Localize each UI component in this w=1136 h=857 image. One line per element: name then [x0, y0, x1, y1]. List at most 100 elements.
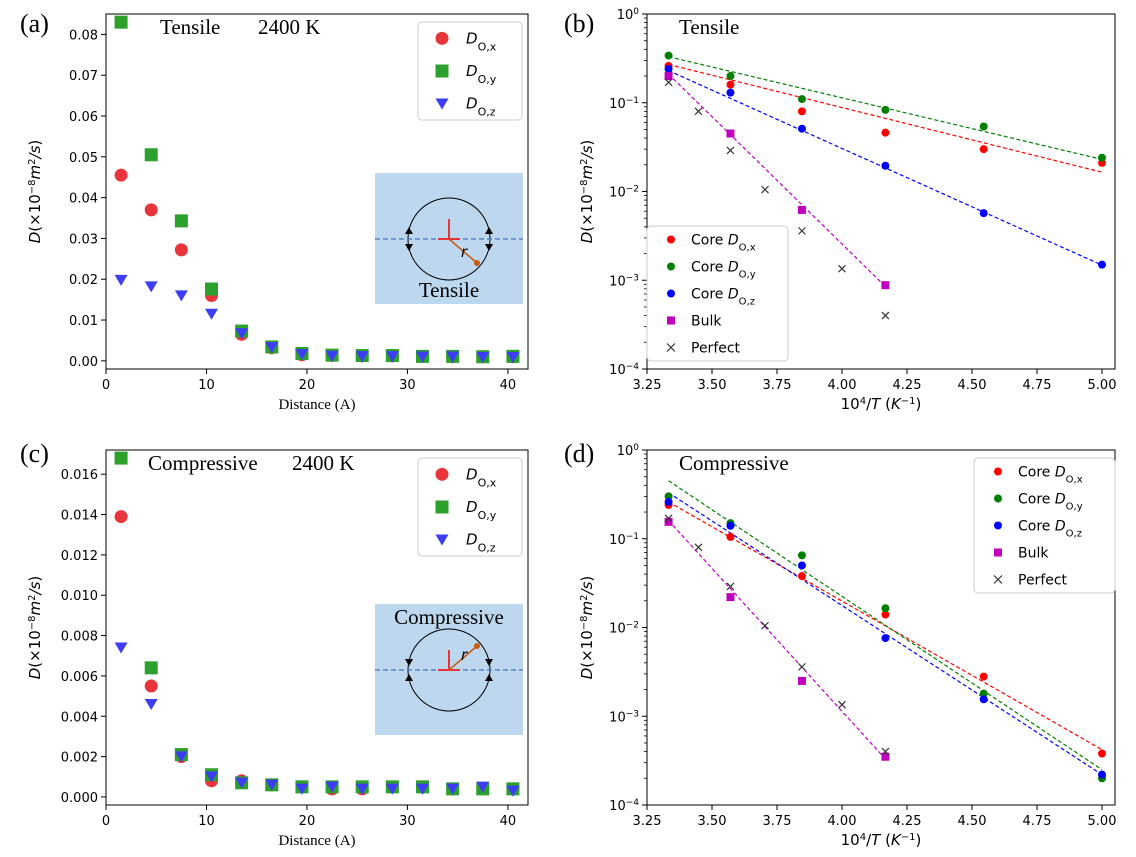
- y-axis-label: D(×10−8m2/s): [578, 576, 596, 680]
- y-label-part: s: [578, 145, 596, 153]
- data-point: [726, 88, 735, 97]
- y-tick-label: 10−2: [609, 621, 639, 637]
- data-point: [726, 521, 735, 530]
- y-tick-exponent: −4: [626, 798, 640, 808]
- y-tick-base: 10: [609, 799, 626, 814]
- data-point: [881, 311, 890, 320]
- x-label-part: /: [866, 831, 872, 849]
- y-tick-base: 10: [617, 444, 634, 459]
- y-label-part: m: [26, 165, 44, 180]
- y-label-part: −8: [27, 179, 38, 194]
- data-point: [694, 543, 703, 552]
- y-axis-label: D(×10−8m2/s): [578, 140, 596, 244]
- fit-line-core-d-o-y: [668, 480, 1103, 771]
- data-point: [726, 593, 735, 602]
- y-label-part: −8: [579, 615, 590, 630]
- legend-marker: [667, 289, 675, 298]
- x-tick-label: 4.25: [893, 814, 922, 829]
- data-point: [797, 572, 806, 581]
- data-point: [798, 662, 806, 671]
- data-point: [664, 497, 673, 506]
- y-label-part: (×10: [26, 630, 44, 668]
- legend-marker: [435, 500, 449, 514]
- panel-annotation: Compressive: [679, 451, 789, 475]
- legend-subscript: O,x: [478, 40, 497, 53]
- x-tick-label: 4.00: [828, 378, 857, 393]
- panel-label: (c): [20, 439, 49, 468]
- legend-subscript: O,z: [478, 541, 496, 554]
- y-tick-exponent: −3: [626, 273, 639, 283]
- inset-arrow: [405, 659, 413, 666]
- legend-marker: [667, 262, 675, 271]
- x-tick-label: 0: [102, 814, 110, 829]
- inset-label: Compressive: [394, 605, 504, 629]
- y-tick-label: 10−1: [609, 96, 639, 112]
- legend-subscript: O,z: [739, 296, 755, 307]
- x-label-part: ): [916, 831, 922, 849]
- x-tick-label: 10: [198, 378, 215, 393]
- data-point: [797, 551, 806, 560]
- y-tick-base: 10: [609, 710, 626, 725]
- y-tick-label: 10−3: [609, 709, 639, 725]
- data-point: [881, 634, 890, 643]
- y-label-part: /: [26, 587, 44, 596]
- data-point: [416, 783, 429, 795]
- data-point: [506, 785, 520, 797]
- data-point: [664, 514, 673, 523]
- data-point: [797, 124, 806, 133]
- legend-label: Core DO,y: [691, 260, 756, 281]
- x-label-part: (: [880, 831, 891, 849]
- legend-box: [973, 457, 1116, 594]
- data-point: [385, 351, 399, 363]
- legend-label: DO,y: [466, 62, 497, 86]
- y-label-part: 2: [27, 158, 38, 164]
- fit-line-core-d-o-x: [668, 63, 1103, 173]
- x-tick-label: 0: [102, 378, 110, 393]
- data-point: [881, 610, 890, 619]
- y-label-part: 2: [579, 158, 590, 164]
- legend-subscript: O,y: [478, 73, 497, 86]
- data-point: [979, 672, 988, 681]
- x-tick-label: 4.00: [828, 814, 857, 829]
- data-point: [385, 783, 399, 795]
- data-point: [664, 78, 673, 87]
- data-point: [325, 350, 339, 362]
- legend-label: Core DO,z: [1018, 519, 1082, 540]
- y-tick-label: 0.04: [69, 192, 98, 207]
- x-label-part: T: [871, 395, 882, 413]
- data-point: [114, 451, 128, 465]
- y-tick-label: 10−1: [609, 532, 639, 548]
- data-point: [416, 351, 429, 363]
- legend-label: Core DO,z: [691, 287, 755, 308]
- data-point: [797, 95, 806, 104]
- data-point: [114, 15, 128, 29]
- y-tick-base: 10: [609, 274, 626, 289]
- panel-temperature: 2400 K: [258, 15, 320, 39]
- legend-box: [646, 225, 789, 362]
- data-point: [881, 281, 890, 290]
- data-point: [144, 661, 158, 675]
- legend-label: Core DO,y: [1018, 492, 1083, 513]
- x-tick-label: 4.50: [958, 378, 987, 393]
- x-label-part: −1: [901, 396, 916, 407]
- legend-prefix: Core: [1018, 465, 1055, 481]
- legend-label: Bulk: [1018, 546, 1049, 562]
- legend-subscript: O,x: [739, 242, 756, 253]
- data-point: [144, 698, 158, 710]
- legend-label: DO,x: [466, 465, 497, 489]
- x-tick-label: 3.50: [698, 378, 727, 393]
- y-label-part: (×10: [578, 194, 596, 232]
- data-point: [797, 561, 806, 570]
- data-point: [798, 226, 806, 235]
- y-tick-exponent: −2: [626, 185, 639, 195]
- legend-subscript: O,y: [478, 509, 497, 522]
- y-tick-label: 0.03: [69, 232, 98, 247]
- legend-prefix: Core: [691, 287, 728, 303]
- data-point: [205, 771, 218, 783]
- y-tick-label: 0.08: [69, 28, 98, 43]
- panel-temperature: 2400 K: [292, 451, 354, 475]
- legend-subscript: O,z: [478, 105, 496, 118]
- y-label-part: m: [578, 601, 596, 616]
- y-label-part: /: [26, 151, 44, 160]
